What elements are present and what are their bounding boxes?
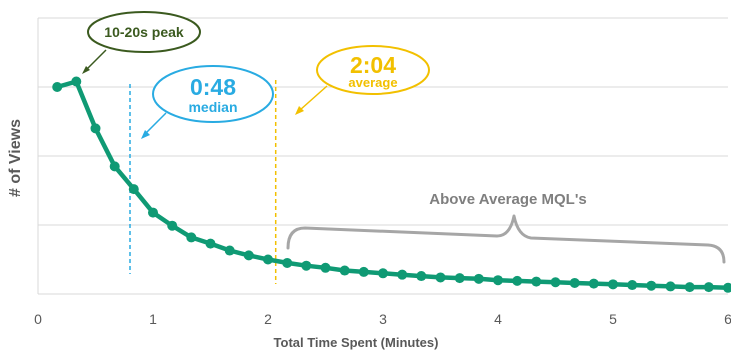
data-point — [473, 273, 484, 284]
data-point — [282, 257, 293, 268]
data-point — [243, 250, 254, 261]
data-point — [339, 265, 350, 276]
data-point — [71, 76, 82, 87]
data-point — [493, 275, 503, 286]
average-value: 2:04 — [350, 52, 396, 78]
data-point — [90, 123, 101, 134]
x-tick-label: 5 — [609, 311, 617, 327]
data-point — [569, 277, 580, 288]
data-point — [416, 271, 427, 282]
data-point — [109, 161, 120, 172]
data-point — [703, 282, 714, 293]
data-point — [550, 277, 561, 288]
peak-label: 10-20s peak — [104, 24, 184, 40]
data-point — [435, 272, 446, 283]
peak-arrowhead — [82, 66, 90, 74]
y-axis-title: # of Views — [7, 119, 24, 197]
data-point — [608, 279, 618, 290]
average-arrow — [299, 85, 328, 111]
median-arrow — [144, 112, 167, 135]
average-label: average — [348, 75, 397, 90]
x-tick-label: 3 — [379, 311, 387, 327]
data-point — [512, 275, 523, 286]
data-point — [378, 268, 388, 279]
data-point — [627, 280, 638, 291]
x-tick-label: 1 — [149, 311, 157, 327]
data-point — [723, 282, 731, 293]
data-point — [588, 278, 599, 289]
data-point — [454, 273, 465, 284]
data-point — [665, 281, 676, 292]
data-point — [531, 276, 542, 287]
median-value: 0:48 — [190, 74, 236, 100]
series-line — [56, 79, 729, 291]
data-point — [128, 184, 139, 195]
data-point — [358, 266, 369, 277]
median-arrowhead — [141, 130, 150, 139]
data-point — [167, 220, 178, 231]
x-axis-title: Total Time Spent (Minutes) — [274, 335, 439, 350]
data-point — [263, 254, 273, 265]
median-callout — [152, 65, 274, 123]
x-tick-label: 2 — [264, 311, 272, 327]
median-label: median — [188, 99, 237, 115]
average-arrowhead — [295, 106, 304, 115]
data-point — [52, 82, 63, 92]
data-point — [148, 207, 158, 218]
data-point — [646, 280, 657, 291]
data-point — [301, 260, 312, 271]
x-tick-label: 4 — [494, 311, 502, 327]
data-point — [205, 238, 216, 249]
x-tick-label: 0 — [34, 311, 42, 327]
peak-callout — [87, 11, 201, 53]
data-point — [397, 269, 408, 280]
data-point — [684, 282, 695, 293]
average-callout — [316, 45, 430, 95]
peak-arrow — [85, 49, 107, 71]
data-point — [224, 245, 235, 256]
data-point — [320, 262, 331, 273]
above-average-label: Above Average MQL's — [429, 191, 587, 208]
data-point — [186, 232, 197, 243]
above-average-brace — [286, 214, 726, 264]
x-tick-label: 6 — [724, 311, 731, 327]
